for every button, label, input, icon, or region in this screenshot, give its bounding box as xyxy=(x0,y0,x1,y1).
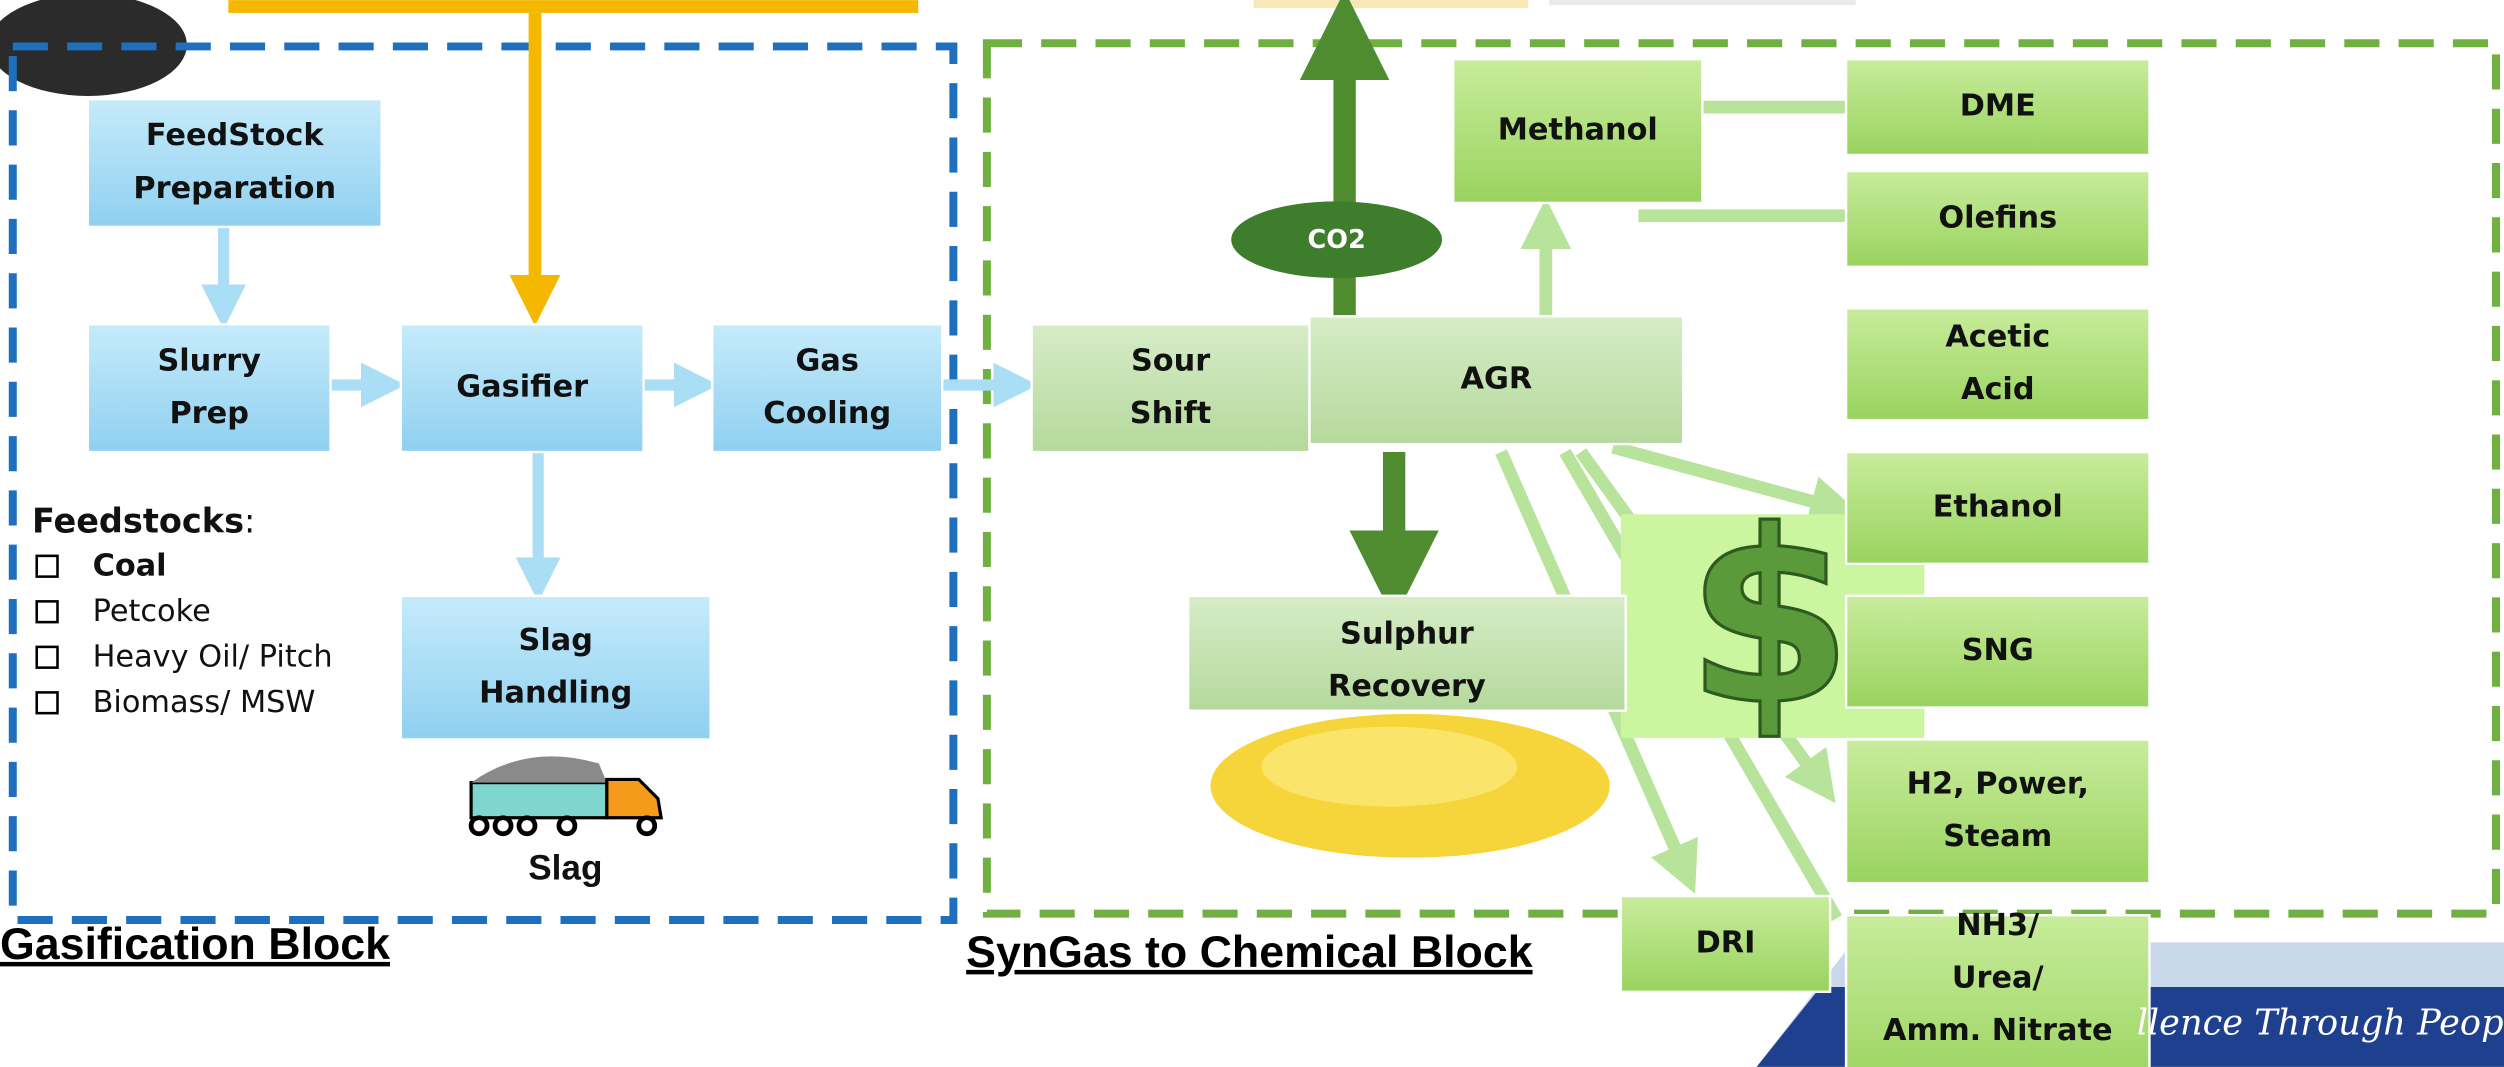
diagram: FeedStock Preparation Slurry Prep Gasifier Ga… xyxy=(0,0,2504,1067)
slogan: llence Through Peopl xyxy=(2137,1002,2504,1043)
box-label: Slag xyxy=(519,623,593,658)
box-label: Ethanol xyxy=(1933,489,2063,524)
box-label: Olefins xyxy=(1938,200,2057,235)
box-label: Gas xyxy=(796,343,859,378)
co2-label: CO2 xyxy=(1308,225,1366,255)
box-label: Recovery xyxy=(1328,669,1486,704)
block-title: SynGas to Chemical Block xyxy=(966,928,1533,977)
feedstocks-heading: Feedstocks: xyxy=(32,501,255,540)
feedstock-item: Petcoke xyxy=(93,594,211,629)
colon: : xyxy=(244,501,255,540)
box-label: Acetic xyxy=(1945,319,2050,354)
box-label: DRI xyxy=(1696,925,1756,960)
truck-label: Slag xyxy=(528,849,602,888)
feedstock-item: Heavy Oil/ Pitch xyxy=(93,640,333,675)
box-label: H2, Power, xyxy=(1907,767,2089,802)
box xyxy=(401,596,711,740)
box-label: DME xyxy=(1960,89,2036,124)
box-label: Amm. Nitrate xyxy=(1883,1013,2113,1048)
box-label: Shift xyxy=(1130,396,1212,431)
checkbox xyxy=(37,692,58,713)
box-label: Sour xyxy=(1131,343,1210,378)
box-label: Slurry xyxy=(157,343,261,378)
box-label: Steam xyxy=(1943,819,2052,854)
dollar-icon: $ xyxy=(1686,480,1853,758)
checkbox xyxy=(37,601,58,622)
checkbox xyxy=(37,647,58,668)
feedstock-list: Coal Petcoke Heavy Oil/ Pitch Biomass/ MSW xyxy=(37,549,333,721)
box-label: Cooling xyxy=(763,396,891,431)
box-label: FeedStock xyxy=(146,118,324,153)
box-label: Sulphur xyxy=(1340,616,1474,651)
box-label: Preparation xyxy=(133,171,336,206)
page: {"gasification_block":{"title":"Gasifica… xyxy=(0,0,2504,1067)
box xyxy=(1846,740,2149,884)
box-label: Acid xyxy=(1961,372,2035,407)
box-label: Handling xyxy=(479,675,632,710)
box-label: NH3/ xyxy=(1956,908,2040,943)
box-label: AGR xyxy=(1460,362,1532,397)
feedstock-item: Biomass/ MSW xyxy=(93,685,316,720)
box-label: Gasifier xyxy=(456,370,588,405)
feedstock-item: Coal xyxy=(93,549,167,584)
box-label: Methanol xyxy=(1498,113,1658,148)
box-label: Urea/ xyxy=(1952,961,2045,996)
box-label: Prep xyxy=(169,396,248,431)
box-label: SNG xyxy=(1962,633,2034,668)
block-title: Gasification Block xyxy=(0,920,390,969)
checkbox xyxy=(37,556,58,577)
heading: Feedstocks xyxy=(32,501,244,540)
